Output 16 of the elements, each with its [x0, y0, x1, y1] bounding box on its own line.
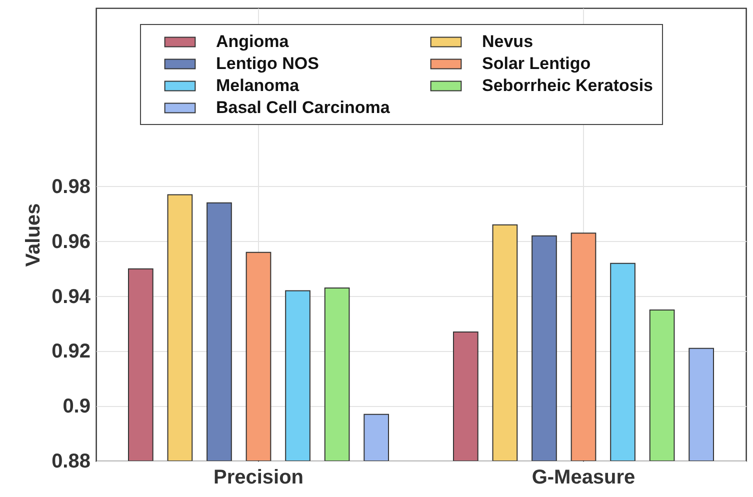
y-tick-label: 0.94: [52, 286, 92, 308]
x-tick-label: Precision: [213, 466, 304, 488]
legend-label: Lentigo NOS: [216, 54, 319, 73]
y-tick-label: 0.9: [62, 396, 90, 418]
x-tick-label: G-Measure: [532, 466, 636, 488]
y-tick-label: 0.88: [52, 450, 90, 472]
legend-label: Melanoma: [216, 76, 300, 95]
y-tick-label: 0.92: [52, 340, 90, 363]
legend-label: Basal Cell Carcinoma: [216, 98, 390, 117]
y-axis-title: Values: [22, 203, 45, 267]
legend-label: Nevus: [482, 32, 534, 51]
legend-label: Solar Lentigo: [482, 54, 591, 73]
legend-label: Seborrheic Keratosis: [482, 76, 654, 95]
y-tick-label: 0.96: [52, 230, 90, 253]
y-tick-label: 0.98: [52, 176, 90, 198]
legend-label: Angioma: [216, 32, 290, 51]
